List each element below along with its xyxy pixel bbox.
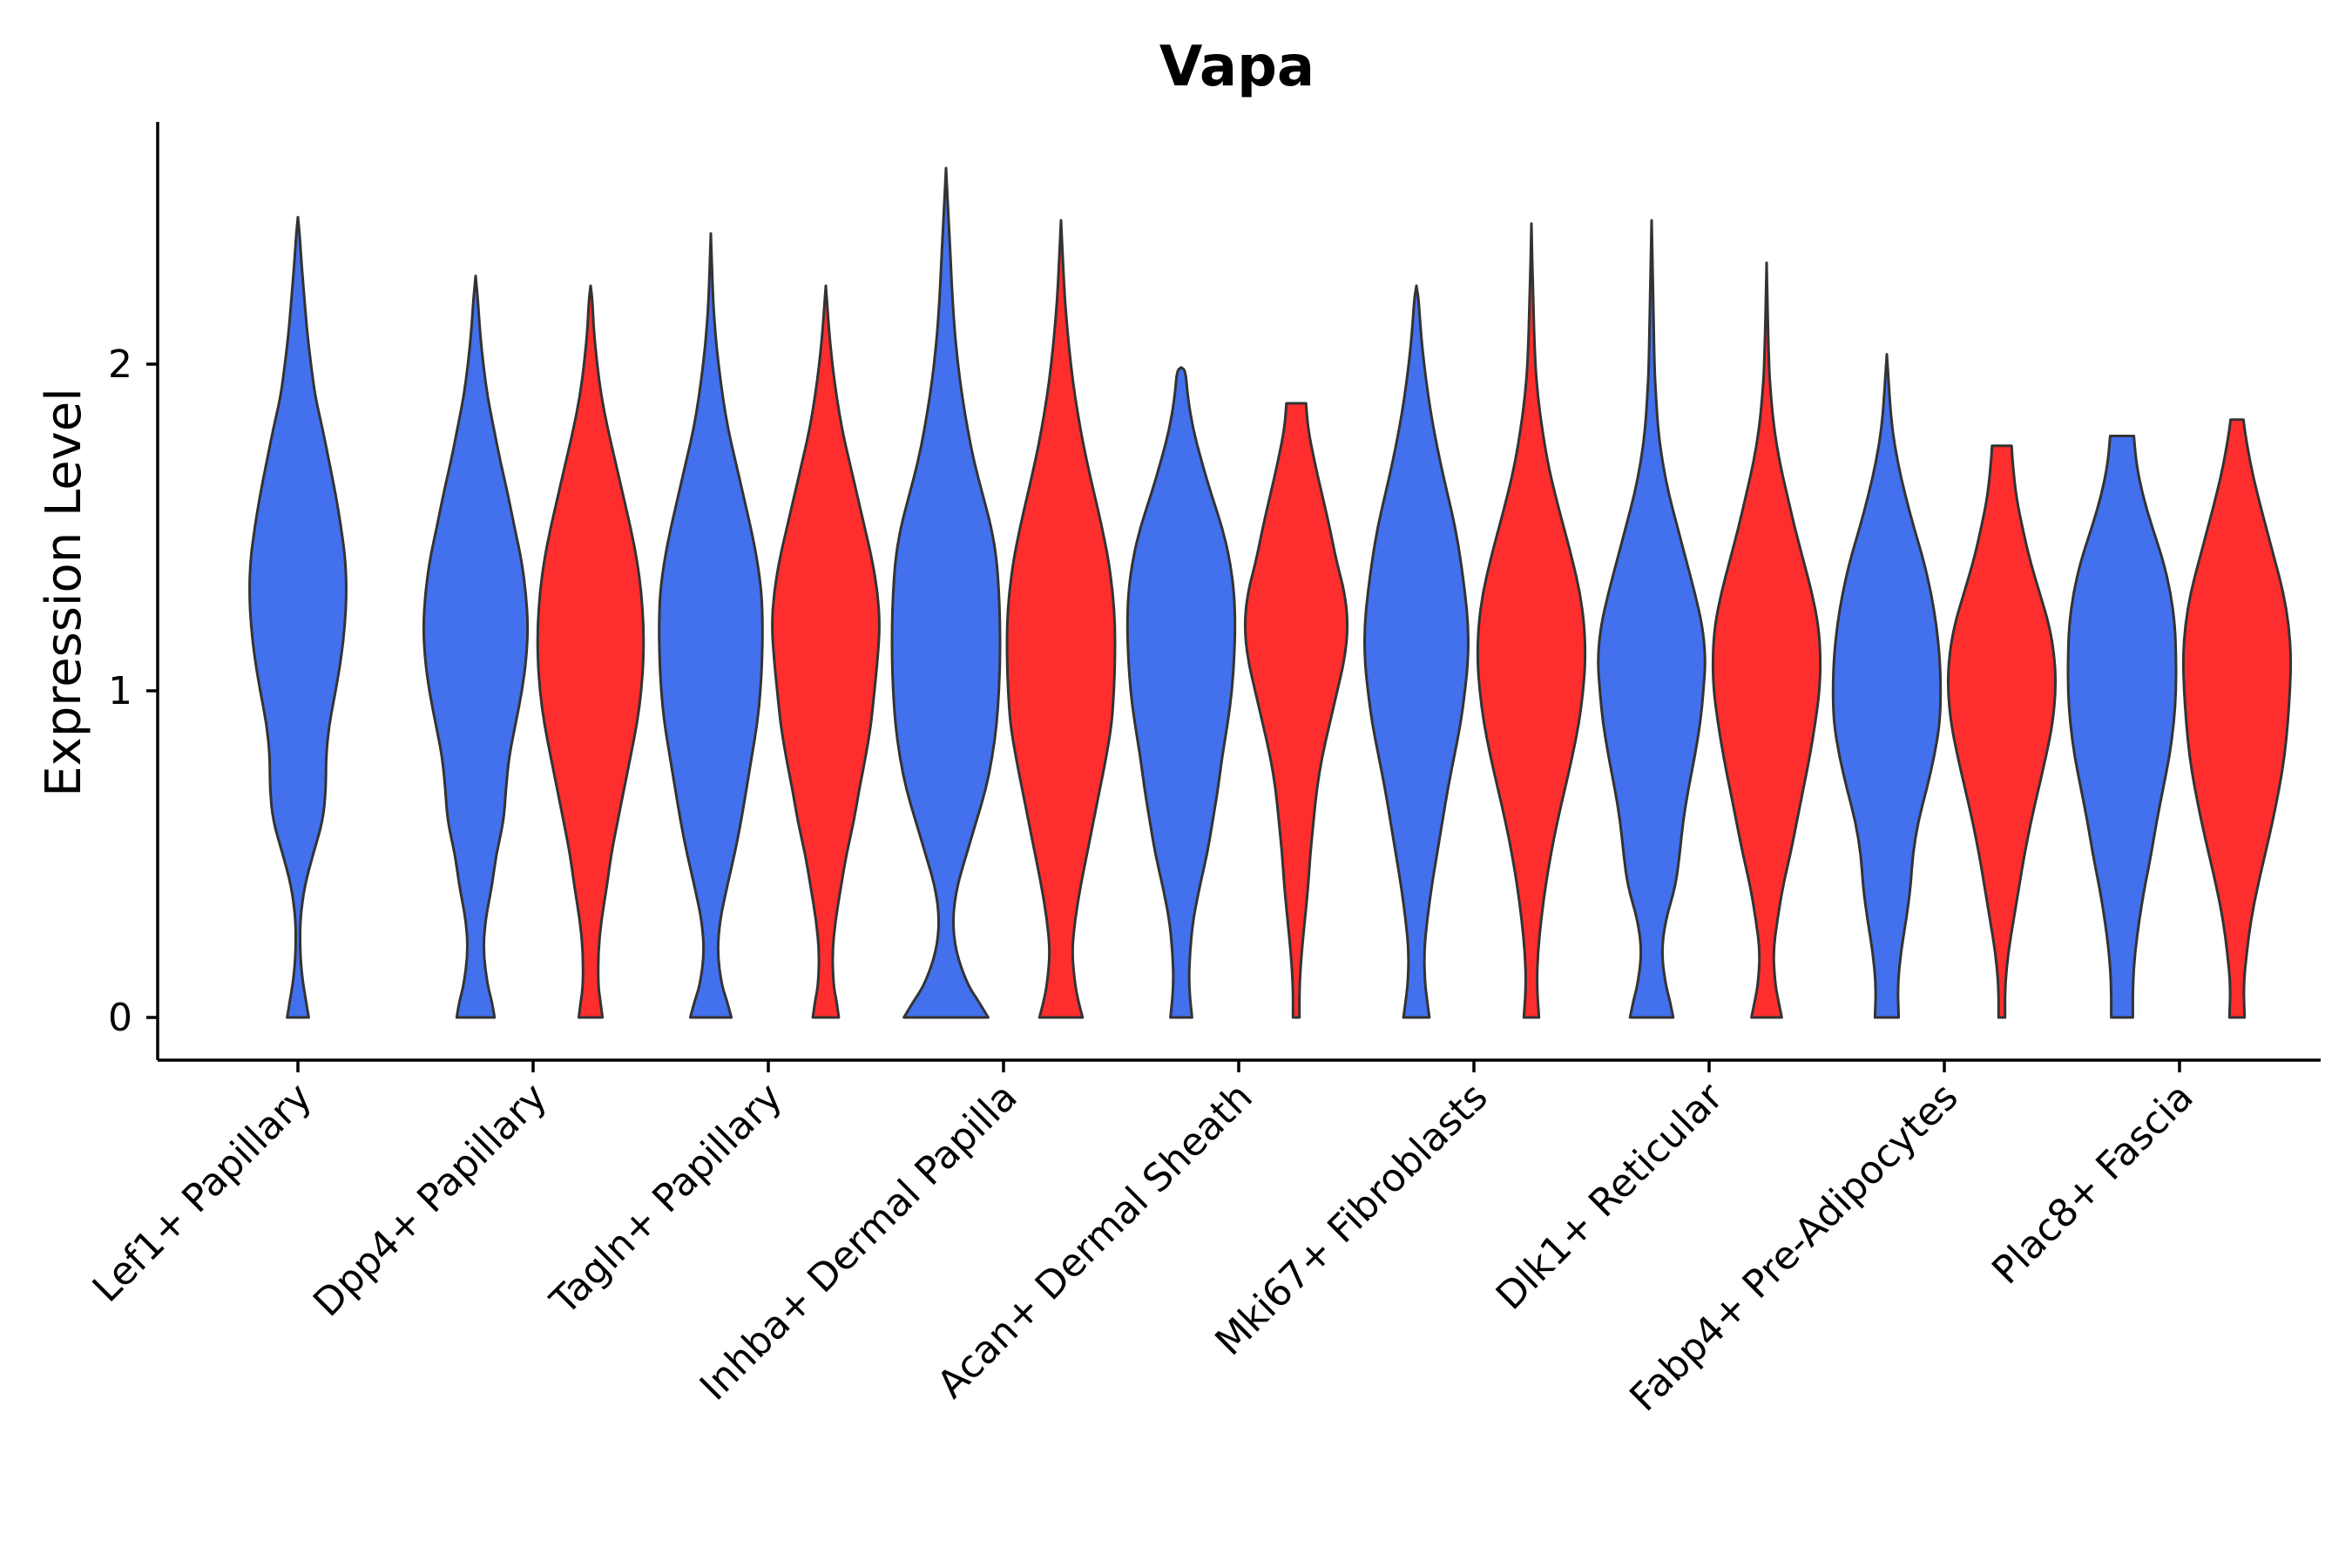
- y-ticks: 0 1 2: [108, 342, 158, 1040]
- violin-dlk1-reticular-series-2: [1711, 261, 1822, 1019]
- x-tick-label-tagln-papillary: Tagln+ Papillary: [542, 1075, 791, 1324]
- violin-mki67-fibroblasts-series-1: [1363, 284, 1470, 1019]
- violin-dlk1-reticular-series-1: [1597, 219, 1707, 1019]
- violin-acan-dermal-sheath-series-2: [1243, 402, 1349, 1019]
- violin-inhba-dermal-papilla-series-1: [890, 166, 1002, 1019]
- chart-title: Vapa: [1159, 35, 1315, 99]
- violin-mki67-fibroblasts-series-2: [1476, 222, 1587, 1019]
- violin-tagln-papillary-series-2: [771, 284, 881, 1019]
- violin-plac8-fascia-series-2: [2181, 418, 2293, 1019]
- violin-fabp4-pre-adipocytes-series-1: [1831, 353, 1943, 1019]
- y-tick-label-1: 1: [108, 669, 132, 713]
- x-tick-label-plac8-fascia: Plac8+ Fascia: [1984, 1075, 2202, 1294]
- y-tick-label-2: 2: [108, 342, 132, 387]
- violin-lef1-papillary-series-1: [248, 215, 348, 1019]
- violin-plac8-fascia-series-1: [2066, 435, 2178, 1019]
- violin-fabp4-pre-adipocytes-series-2: [1946, 444, 2058, 1019]
- violin-acan-dermal-sheath-series-1: [1125, 366, 1237, 1019]
- y-tick-label-0: 0: [108, 996, 132, 1040]
- violin-inhba-dermal-papilla-series-2: [1005, 219, 1117, 1019]
- violin-tagln-papillary-series-1: [658, 232, 764, 1019]
- violin-dpp4-papillary-series-2: [536, 284, 645, 1019]
- x-tick-label-mki67-fibroblasts: Mki67+ Fibroblasts: [1206, 1075, 1496, 1364]
- x-tick-label-dpp4-papillary: Dpp4+ Papillary: [305, 1075, 556, 1326]
- violin-dpp4-papillary-series-1: [422, 274, 530, 1019]
- y-axis-label: Expression Level: [36, 388, 92, 797]
- x-tick-label-dlk1-reticular: Dlk1+ Reticular: [1488, 1074, 1733, 1319]
- x-tick-label-lef1-papillary: Lef1+ Papillary: [84, 1075, 321, 1311]
- violin-layer: [248, 166, 2293, 1019]
